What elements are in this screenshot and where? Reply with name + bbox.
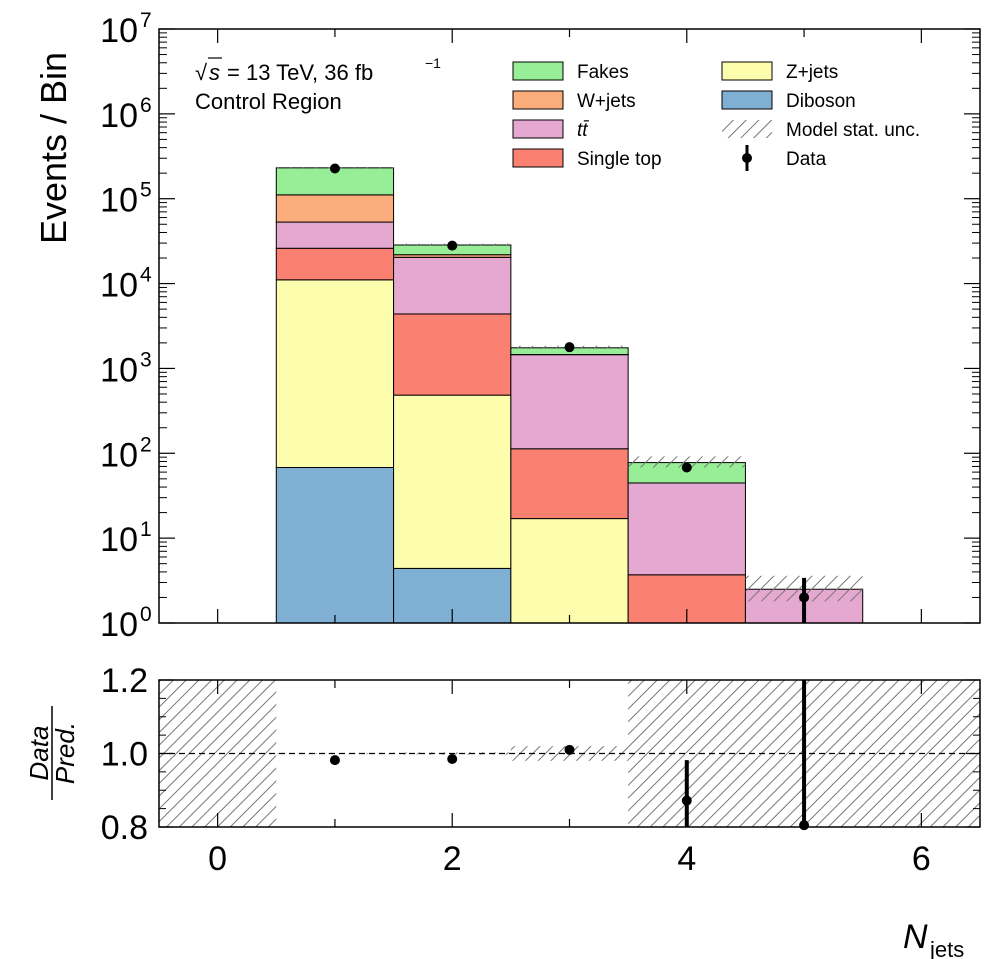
- legend: Fakes W+jets tt̄ Single top Z+jets Diboson Mod…: [512, 61, 920, 171]
- legend-single-top-swatch: [512, 148, 564, 168]
- ratio-point-bin-4: [681, 795, 692, 806]
- y-tick-label-2: 10: [100, 436, 138, 474]
- legend-w-jets-swatch: [512, 90, 564, 110]
- region-label: Control Region: [195, 89, 342, 114]
- y-tick-label-7: 10: [100, 12, 138, 50]
- legend-diboson-label: Diboson: [786, 91, 856, 112]
- y-tick-exponent-2: 2: [140, 433, 152, 456]
- ratio-point-bin-1: [329, 755, 340, 766]
- stat-unc-bin-4: [628, 456, 746, 468]
- data-point-bin-5: [799, 592, 810, 603]
- legend-model-stat-unc--swatch: [722, 120, 772, 138]
- y-axis-label: Events / Bin: [33, 52, 74, 244]
- energy-text: = 13 TeV, 36 fb: [227, 60, 373, 85]
- x-axis-label: N jets: [903, 918, 964, 959]
- ratio-point-bin-2: [447, 754, 458, 765]
- x-axis-label-N: N: [903, 918, 928, 956]
- x-tick-label-4: 4: [677, 840, 696, 878]
- x-axis-label-sub: jets: [929, 937, 964, 959]
- y-tick-exponent-5: 5: [140, 179, 152, 202]
- legend-z-jets-swatch: [721, 61, 773, 81]
- energy-s: s: [209, 60, 220, 85]
- lumi-exponent: −1: [425, 55, 441, 71]
- y-tick-label-1: 10: [100, 521, 138, 559]
- ratio-y-tick-label-1.0: 1.0: [101, 736, 148, 774]
- y-tick-label-4: 10: [100, 267, 138, 305]
- legend-model-stat-unc--label: Model stat. unc.: [786, 120, 920, 141]
- bar-z-jets-bin-3: [510, 518, 629, 624]
- y-tick-exponent-1: 1: [140, 518, 152, 541]
- ratio-y-tick-label-0.8: 0.8: [101, 809, 148, 847]
- y-tick-label-3: 10: [100, 351, 138, 389]
- bar-single-top-bin-2: [393, 313, 512, 396]
- bar-w-jets-bin-1: [275, 194, 395, 223]
- x-tick-label-0: 0: [208, 840, 227, 878]
- ratio-axis-ticks: 0.8 1.0 1.2 0 2 4 6: [101, 662, 980, 878]
- legend-w-jets-label: W+jets: [577, 91, 636, 112]
- y-tick-exponent-6: 6: [140, 94, 152, 117]
- bar-z-jets-bin-2: [393, 394, 512, 569]
- ratio-unc-band-0: [159, 680, 277, 827]
- ratio-y-label: Data Pred.: [24, 706, 80, 800]
- data-point-bin-1: [329, 163, 340, 174]
- data-point-bin-2: [447, 240, 458, 251]
- legend-z-jets-label: Z+jets: [786, 62, 838, 83]
- bar-single-top-bin-3: [510, 448, 629, 520]
- legend-diboson-swatch: [721, 90, 773, 110]
- y-tick-exponent-0: 0: [140, 603, 152, 626]
- energy-annotation: √ s = 13 TeV, 36 fb −1: [195, 55, 441, 85]
- y-tick-exponent-4: 4: [140, 264, 152, 287]
- x-tick-label-2: 2: [443, 840, 462, 878]
- ratio-point-bin-3: [564, 744, 575, 755]
- legend-fakes-swatch: [512, 61, 564, 81]
- bar-tt--bin-4: [627, 482, 746, 576]
- bar-diboson-bin-1: [275, 466, 395, 624]
- data-point-bin-3: [564, 342, 575, 353]
- legend-data-marker: [742, 153, 752, 163]
- x-tick-label-6: 6: [912, 840, 931, 878]
- y-tick-exponent-3: 3: [140, 348, 152, 371]
- ratio-label-denominator: Pred.: [50, 722, 80, 784]
- data-point-bin-4: [681, 462, 692, 473]
- legend-data-label: Data: [786, 149, 827, 170]
- y-tick-label-0: 10: [100, 606, 138, 644]
- bar-tt--bin-2: [393, 256, 512, 315]
- bar-z-jets-bin-1: [275, 279, 395, 468]
- bar-single-top-bin-1: [275, 247, 395, 281]
- legend-single-top-label: Single top: [577, 149, 662, 170]
- y-tick-exponent-7: 7: [140, 9, 152, 32]
- bar-tt--bin-1: [275, 221, 395, 249]
- ratio-y-tick-label-1.2: 1.2: [101, 662, 148, 700]
- legend-tt--label: tt̄: [577, 120, 589, 141]
- legend-tt--swatch: [512, 119, 564, 139]
- bar-tt--bin-3: [510, 354, 629, 450]
- y-tick-label-5: 10: [100, 182, 138, 220]
- legend-fakes-label: Fakes: [577, 62, 629, 83]
- y-tick-label-6: 10: [100, 97, 138, 135]
- stacked-histogram: [275, 167, 864, 624]
- ratio-label-numerator: Data: [24, 726, 54, 781]
- sqrt-symbol: √: [195, 60, 208, 85]
